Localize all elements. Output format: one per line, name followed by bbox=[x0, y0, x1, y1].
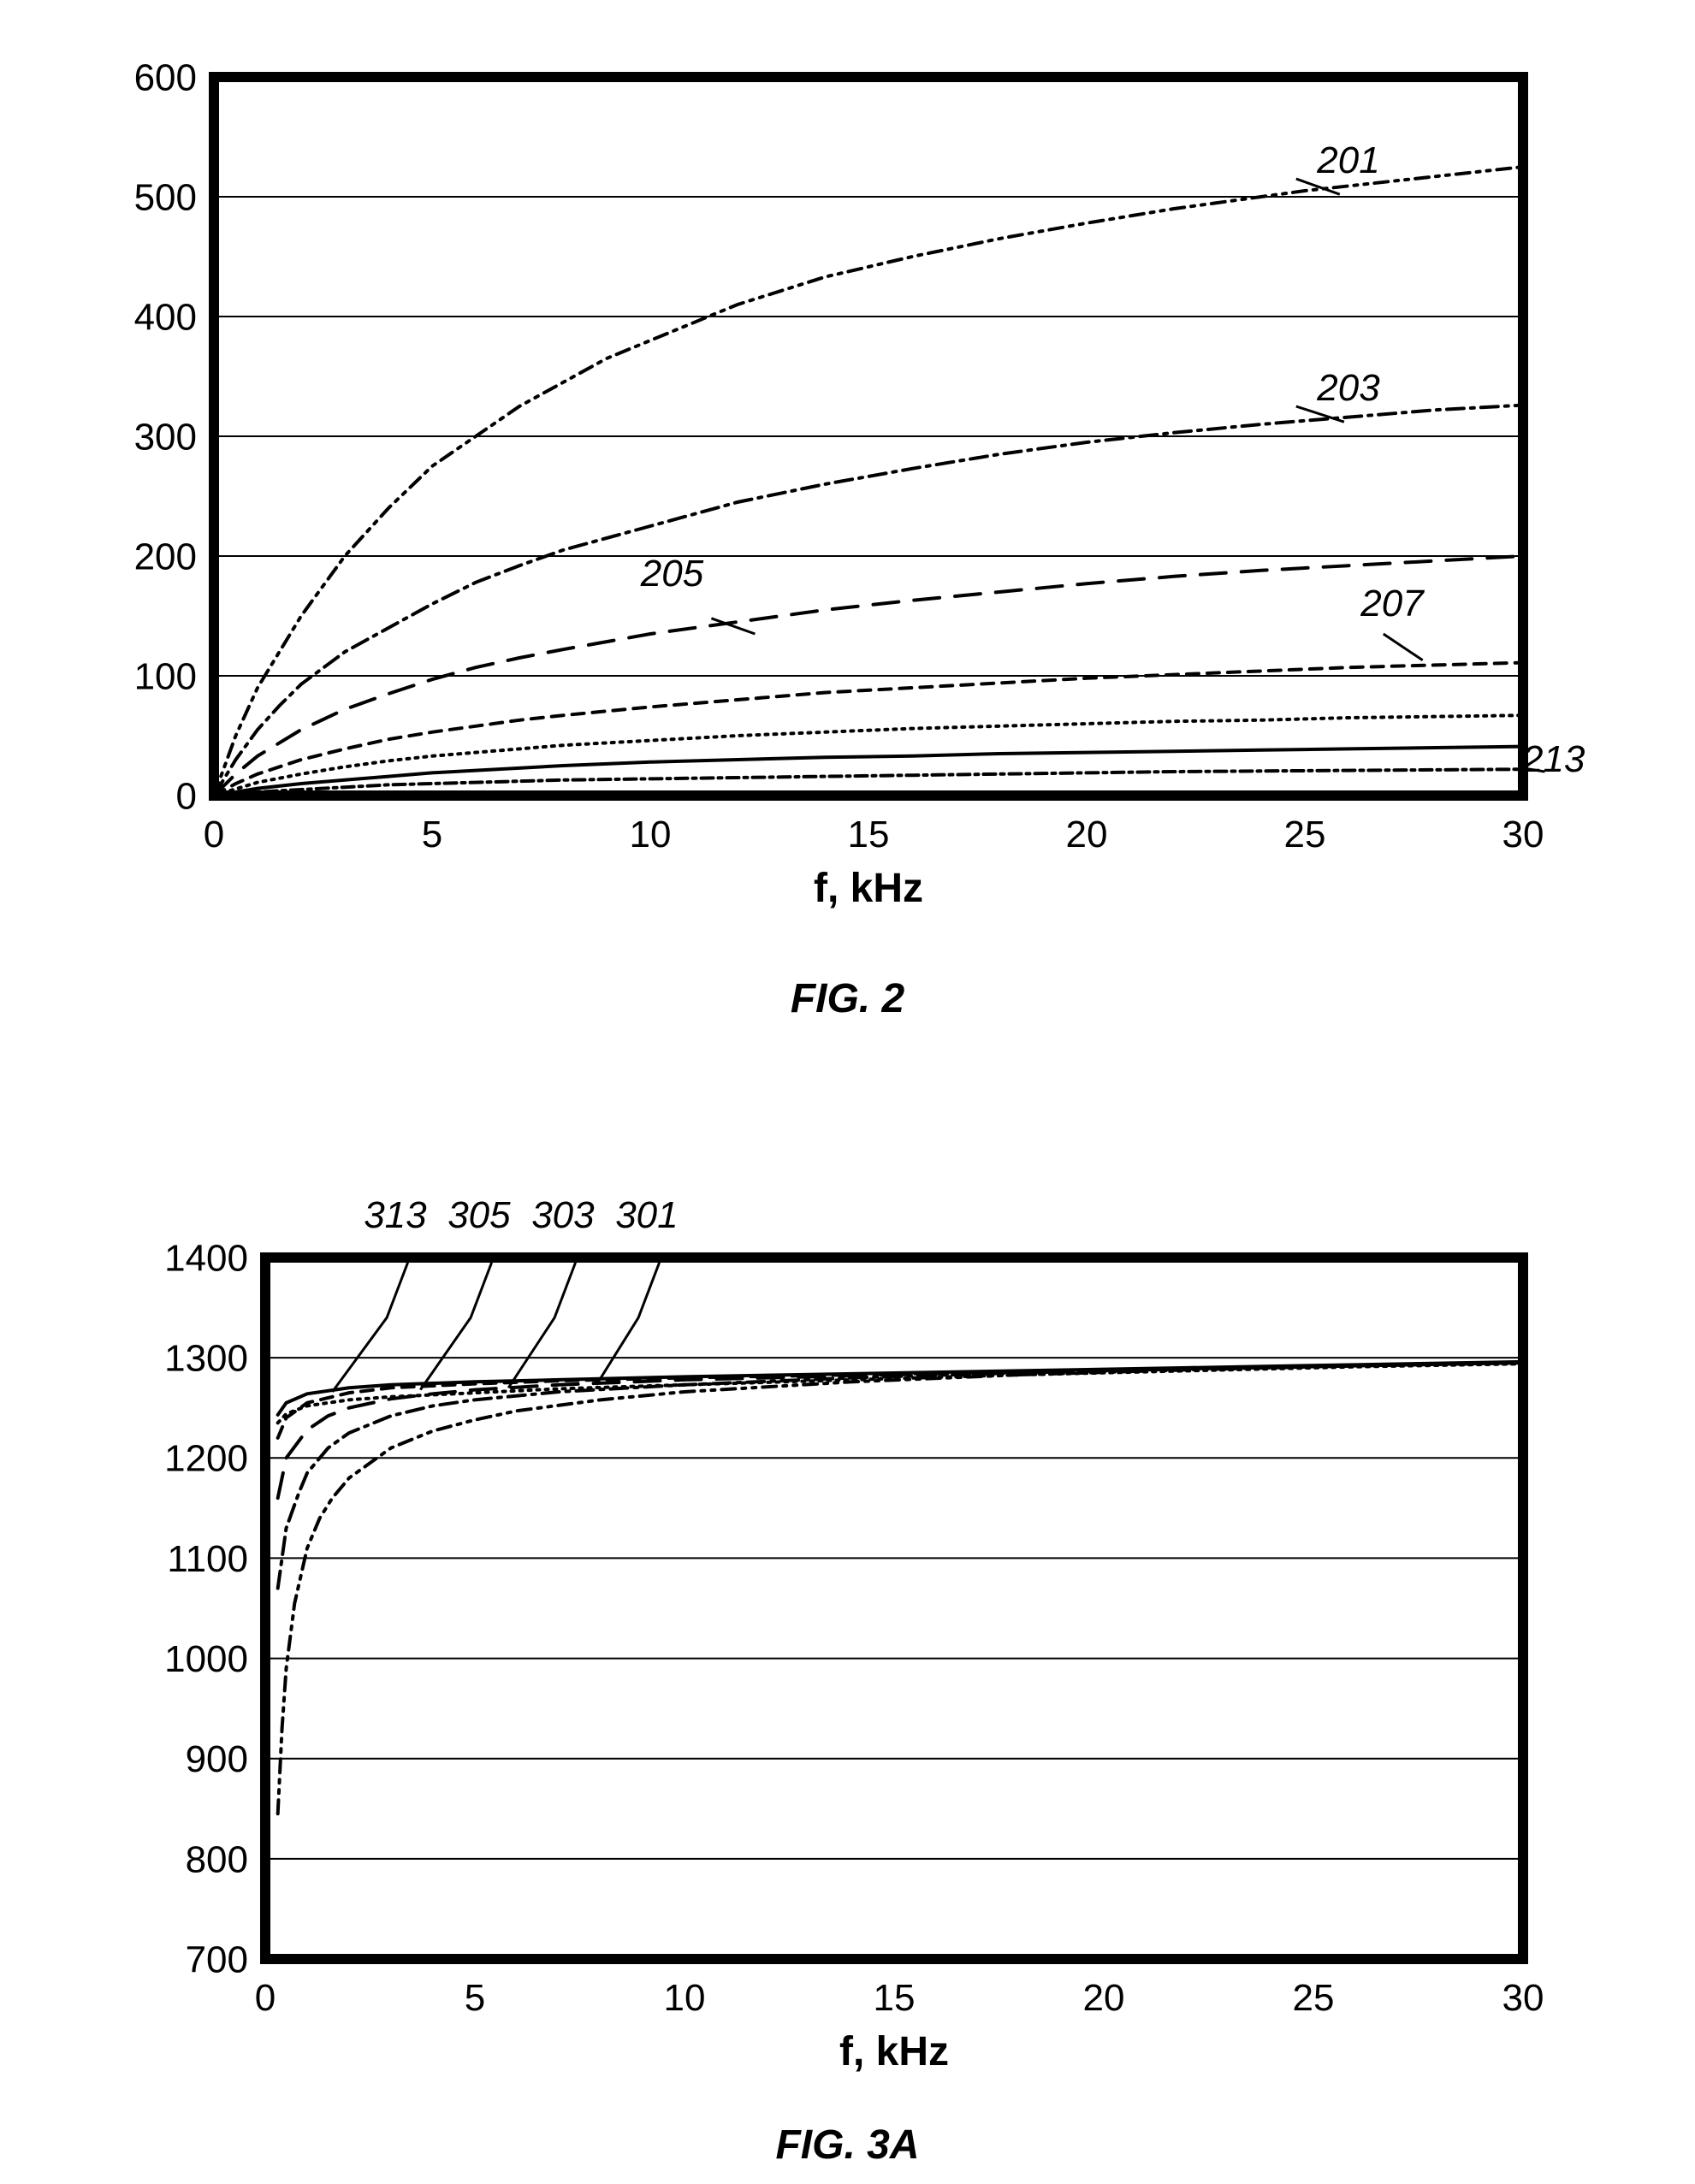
svg-text:301: 301 bbox=[615, 1194, 678, 1236]
svg-text:100: 100 bbox=[134, 655, 197, 697]
svg-text:1200: 1200 bbox=[164, 1438, 248, 1480]
svg-text:1400: 1400 bbox=[164, 1237, 248, 1279]
svg-text:207: 207 bbox=[1360, 583, 1425, 624]
svg-text:10: 10 bbox=[630, 814, 672, 855]
svg-text:f, kHz: f, kHz bbox=[814, 866, 923, 911]
svg-text:201: 201 bbox=[1316, 139, 1379, 181]
svg-text:213: 213 bbox=[1521, 738, 1585, 780]
svg-text:305: 305 bbox=[447, 1194, 511, 1236]
svg-text:25: 25 bbox=[1293, 1977, 1335, 2019]
svg-text:800: 800 bbox=[186, 1838, 248, 1880]
svg-text:500: 500 bbox=[134, 176, 197, 218]
svg-text:30: 30 bbox=[1502, 1977, 1544, 2019]
figure-3a-chart: 700 800 900 1000 1100 1200 1300 1400 0 5 10 15 20 25 3… bbox=[0, 1155, 1695, 2113]
figure-3a-caption: FIG. 3A bbox=[0, 2122, 1695, 2169]
svg-text:1000: 1000 bbox=[164, 1638, 248, 1680]
svg-text:900: 900 bbox=[186, 1738, 248, 1780]
svg-text:313: 313 bbox=[364, 1194, 427, 1236]
svg-text:700: 700 bbox=[186, 1938, 248, 1980]
figure-2-caption: FIG. 2 bbox=[0, 975, 1695, 1022]
svg-text:200: 200 bbox=[134, 536, 197, 577]
svg-text:30: 30 bbox=[1502, 814, 1544, 855]
svg-text:600: 600 bbox=[134, 56, 197, 98]
svg-text:15: 15 bbox=[848, 814, 890, 855]
svg-text:300: 300 bbox=[134, 416, 197, 458]
svg-text:5: 5 bbox=[465, 1977, 485, 2019]
svg-text:25: 25 bbox=[1284, 814, 1326, 855]
svg-text:5: 5 bbox=[422, 814, 442, 855]
svg-text:0: 0 bbox=[176, 775, 197, 817]
svg-text:20: 20 bbox=[1066, 814, 1108, 855]
svg-text:205: 205 bbox=[640, 553, 704, 595]
svg-text:303: 303 bbox=[531, 1194, 595, 1236]
svg-text:15: 15 bbox=[874, 1977, 916, 2019]
svg-text:0: 0 bbox=[255, 1977, 276, 2019]
svg-text:10: 10 bbox=[664, 1977, 706, 2019]
svg-text:400: 400 bbox=[134, 296, 197, 338]
svg-text:1300: 1300 bbox=[164, 1338, 248, 1380]
svg-text:0: 0 bbox=[204, 814, 224, 855]
svg-text:203: 203 bbox=[1316, 367, 1380, 409]
svg-text:f, kHz: f, kHz bbox=[839, 2029, 949, 2075]
figure-2-chart: 0 100 200 300 400 500 600 0 5 10 15 20 25 30 f, kHz 201… bbox=[0, 51, 1695, 958]
svg-text:1100: 1100 bbox=[167, 1538, 248, 1580]
svg-text:20: 20 bbox=[1083, 1977, 1125, 2019]
